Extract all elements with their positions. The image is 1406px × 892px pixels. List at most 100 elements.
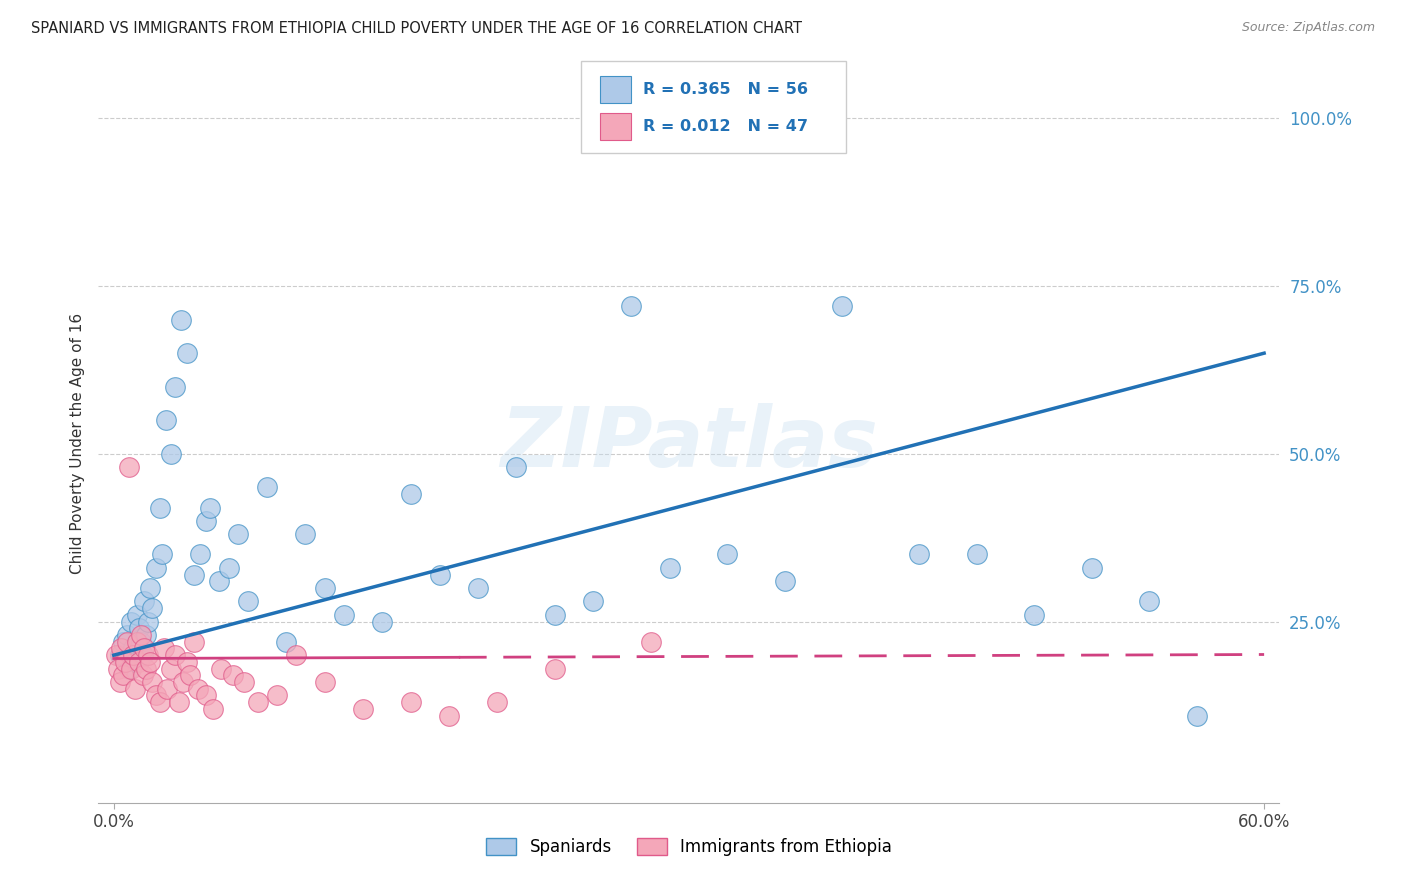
Point: [160, 662, 183, 676]
Point: [125, 607, 148, 622]
Point: [773, 574, 796, 589]
Text: ZIPatlas: ZIPatlas: [501, 403, 877, 484]
Point: [352, 702, 374, 716]
Point: [145, 561, 167, 575]
Point: [194, 689, 217, 703]
Point: [129, 628, 152, 642]
Text: R = 0.365   N = 56: R = 0.365 N = 56: [643, 82, 807, 96]
Point: [139, 581, 162, 595]
Point: [110, 641, 132, 656]
Point: [108, 675, 131, 690]
Y-axis label: Child Poverty Under the Age of 16: Child Poverty Under the Age of 16: [69, 313, 84, 574]
Point: [486, 695, 509, 709]
Point: [908, 548, 931, 562]
Point: [156, 681, 179, 696]
Point: [294, 527, 316, 541]
Point: [1080, 561, 1102, 575]
Point: [112, 634, 135, 648]
Point: [149, 695, 172, 709]
Point: [104, 648, 127, 662]
Point: [129, 634, 152, 648]
Point: [131, 668, 153, 682]
Point: [1185, 708, 1208, 723]
Point: [284, 648, 307, 662]
Point: [124, 681, 146, 696]
Point: [188, 548, 211, 562]
Point: [228, 527, 250, 541]
Point: [120, 662, 142, 676]
Point: [966, 548, 988, 562]
Point: [221, 668, 243, 682]
Point: [145, 689, 167, 703]
Point: [150, 548, 173, 562]
Point: [1022, 607, 1045, 622]
Point: [172, 675, 194, 690]
Point: [165, 380, 187, 394]
Point: [135, 662, 157, 676]
Point: [544, 662, 567, 676]
Point: [209, 662, 232, 676]
Point: [115, 628, 138, 642]
Point: [399, 695, 422, 709]
Point: [236, 594, 259, 608]
Point: [467, 581, 489, 595]
Point: [202, 702, 225, 716]
Point: [152, 641, 174, 656]
Point: [128, 621, 150, 635]
Point: [582, 594, 605, 608]
Point: [439, 708, 461, 723]
Point: [131, 648, 153, 662]
Point: [650, 125, 672, 139]
Point: [114, 655, 136, 669]
Point: [134, 641, 156, 656]
Point: [183, 567, 205, 582]
Point: [179, 668, 201, 682]
Point: [658, 561, 681, 575]
Point: [333, 607, 356, 622]
Point: [122, 641, 145, 656]
Point: [118, 460, 141, 475]
Point: [135, 628, 157, 642]
Point: [194, 514, 217, 528]
Point: [122, 648, 145, 662]
Point: [314, 581, 336, 595]
Point: [107, 662, 129, 676]
Point: [233, 675, 256, 690]
Point: [429, 567, 451, 582]
Point: [125, 634, 148, 648]
Point: [314, 675, 336, 690]
Point: [141, 675, 163, 690]
Point: [136, 615, 159, 629]
Point: [371, 615, 394, 629]
Point: [115, 634, 138, 648]
Point: [134, 594, 156, 608]
Point: [176, 655, 198, 669]
Point: [112, 668, 135, 682]
Point: [167, 695, 190, 709]
Text: Source: ZipAtlas.com: Source: ZipAtlas.com: [1241, 21, 1375, 34]
Point: [108, 648, 131, 662]
Point: [136, 648, 159, 662]
Point: [399, 487, 422, 501]
Text: R = 0.012   N = 47: R = 0.012 N = 47: [643, 120, 807, 134]
Point: [831, 299, 853, 313]
Legend: Spaniards, Immigrants from Ethiopia: Spaniards, Immigrants from Ethiopia: [479, 831, 898, 863]
Point: [246, 695, 269, 709]
Point: [170, 312, 193, 326]
Point: [176, 346, 198, 360]
Point: [165, 648, 187, 662]
Point: [139, 655, 162, 669]
Text: SPANIARD VS IMMIGRANTS FROM ETHIOPIA CHILD POVERTY UNDER THE AGE OF 16 CORRELATI: SPANIARD VS IMMIGRANTS FROM ETHIOPIA CHI…: [31, 21, 801, 36]
Point: [256, 480, 278, 494]
Point: [160, 447, 183, 461]
Point: [640, 634, 662, 648]
Point: [120, 615, 142, 629]
Point: [716, 548, 738, 562]
Point: [118, 662, 141, 676]
Point: [218, 561, 240, 575]
Point: [208, 574, 231, 589]
Point: [149, 500, 172, 515]
Point: [266, 689, 288, 703]
Point: [544, 607, 567, 622]
Point: [505, 460, 527, 475]
